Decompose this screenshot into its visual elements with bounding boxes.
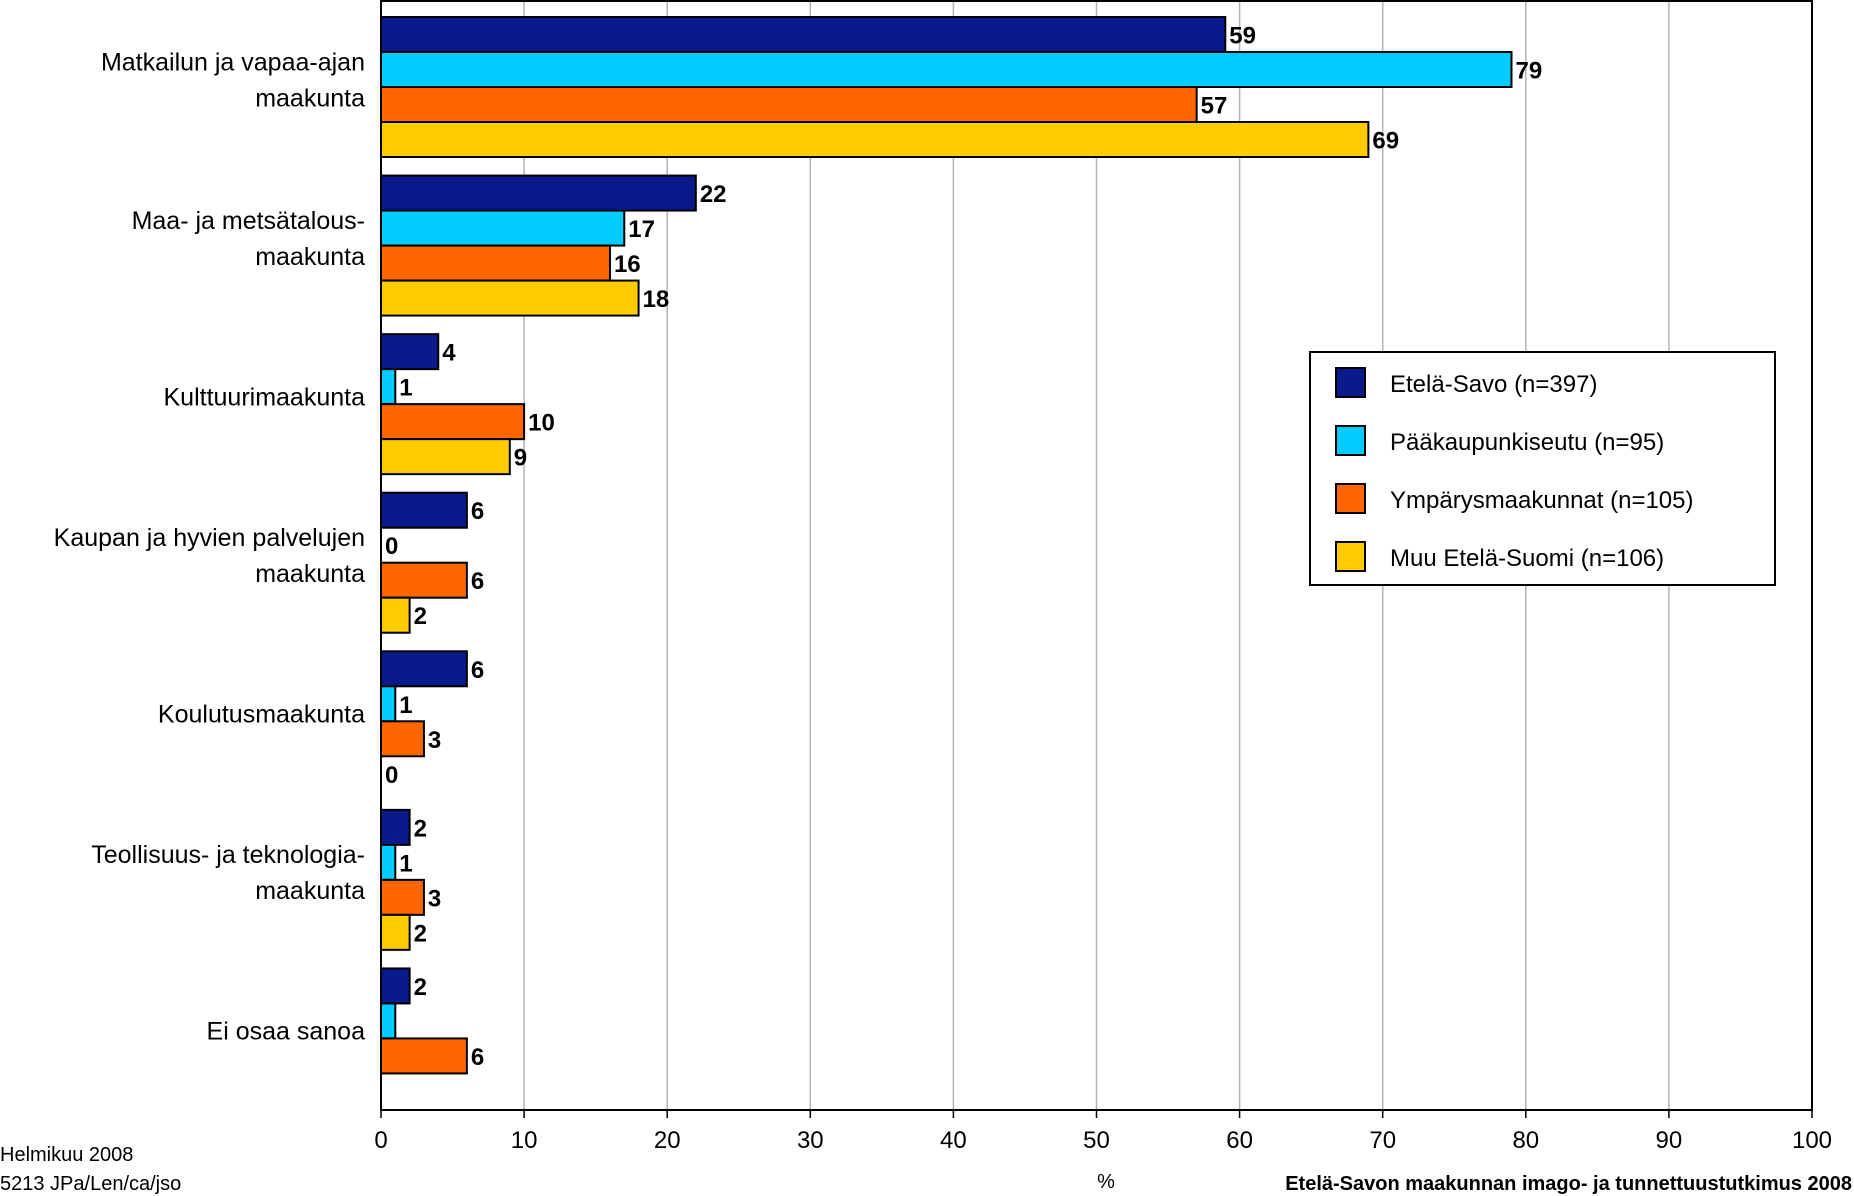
bar <box>380 438 511 476</box>
x-tick-label: 100 <box>1792 1127 1832 1154</box>
category-label: Kulttuurimaakunta <box>163 383 365 411</box>
category-labels: Matkailun ja vapaa-ajan maakunta Maa- ja m… <box>54 48 365 1045</box>
value-label: 2 <box>414 815 427 842</box>
bar <box>380 878 425 916</box>
x-tick-label: 50 <box>1083 1127 1110 1154</box>
bar <box>380 843 397 881</box>
legend-entry: Pääkaupunkiseutu (n=95) <box>1390 429 1664 456</box>
value-label: 2 <box>414 920 427 947</box>
value-label: 1 <box>399 850 412 877</box>
bar <box>380 121 1370 158</box>
bar <box>380 1037 468 1075</box>
bars <box>380 16 1513 1075</box>
bar <box>380 720 425 758</box>
legend-entry: Etelä-Savo (n=397) <box>1390 371 1597 398</box>
bar <box>380 403 526 441</box>
value-label: 6 <box>471 1044 484 1071</box>
x-tick-label: 90 <box>1656 1127 1683 1154</box>
value-label: 69 <box>1372 128 1399 155</box>
bar <box>380 209 626 247</box>
legend: Etelä-Savo (n=397) Pääkaupunkiseutu (n=95… <box>1309 351 1776 586</box>
value-label: 18 <box>643 286 670 313</box>
x-tick-label: 20 <box>654 1127 681 1154</box>
bar <box>380 491 468 529</box>
value-label: 6 <box>471 568 484 595</box>
legend-swatch <box>1335 425 1366 456</box>
bar <box>380 1002 397 1040</box>
bar <box>380 596 411 634</box>
value-label: 6 <box>471 657 484 684</box>
bar <box>380 368 397 406</box>
bar <box>380 913 411 951</box>
bar <box>380 16 1227 53</box>
value-label: 3 <box>428 727 441 754</box>
bar <box>380 86 1198 123</box>
x-tick-label: 30 <box>797 1127 824 1154</box>
footer-source: Etelä-Savon maakunnan imago- ja tunnettu… <box>1285 1173 1852 1195</box>
category-label: Maa- ja metsätalous-maakunta <box>132 207 366 271</box>
legend-swatch <box>1335 483 1366 514</box>
bar <box>380 279 640 317</box>
category-label: Ei osaa sanoa <box>207 1018 366 1046</box>
x-axis-label: % <box>1097 1171 1115 1193</box>
bar <box>380 174 697 212</box>
footer-code: 5213 JPa/Len/ca/jso <box>0 1173 181 1195</box>
category-label: Koulutusmaakunta <box>158 701 365 729</box>
value-label: 0 <box>385 762 398 789</box>
value-label: 0 <box>385 533 398 560</box>
value-label: 2 <box>414 974 427 1001</box>
x-tick-label: 10 <box>511 1127 538 1154</box>
value-label: 4 <box>442 340 456 367</box>
value-label: 79 <box>1515 58 1542 85</box>
value-label: 2 <box>414 603 427 630</box>
plot-frame <box>380 0 1813 1111</box>
bar <box>380 808 411 846</box>
value-label: 17 <box>628 216 655 243</box>
legend-entry: Ympärysmaakunnat (n=105) <box>1390 487 1694 514</box>
x-tick-label: 40 <box>940 1127 967 1154</box>
value-label: 22 <box>700 181 727 208</box>
bar <box>380 51 1513 88</box>
value-label: 16 <box>614 251 641 278</box>
value-label: 10 <box>528 410 555 437</box>
x-tick-label: 80 <box>1512 1127 1539 1154</box>
x-tick-label: 70 <box>1369 1127 1396 1154</box>
value-label: 57 <box>1201 93 1228 120</box>
x-tick-label: 0 <box>374 1127 387 1154</box>
footer-date: Helmikuu 2008 <box>0 1144 133 1166</box>
x-axis-ticks: 0 10 20 30 40 50 60 70 80 90 100 <box>374 1110 1832 1154</box>
bar <box>380 650 468 688</box>
category-label: Teollisuus- ja teknologia-maakunta <box>91 841 365 905</box>
legend-swatch <box>1335 367 1366 398</box>
value-label: 1 <box>399 692 412 719</box>
bar <box>380 967 411 1005</box>
value-label: 6 <box>471 498 484 525</box>
bar <box>380 561 468 599</box>
bar <box>380 685 397 723</box>
value-label: 1 <box>399 375 412 402</box>
category-label: Kaupan ja hyvien palvelujen maakunta <box>54 524 365 588</box>
legend-swatch <box>1335 541 1366 572</box>
category-label: Matkailun ja vapaa-ajan maakunta <box>101 48 365 112</box>
x-tick-label: 60 <box>1226 1127 1253 1154</box>
plot-border <box>380 0 1813 1111</box>
bar <box>380 333 440 371</box>
legend-entry: Muu Etelä-Suomi (n=106) <box>1390 545 1664 572</box>
value-label: 3 <box>428 885 441 912</box>
value-label: 9 <box>514 445 527 472</box>
value-label: 59 <box>1229 23 1256 50</box>
bar <box>380 244 611 282</box>
